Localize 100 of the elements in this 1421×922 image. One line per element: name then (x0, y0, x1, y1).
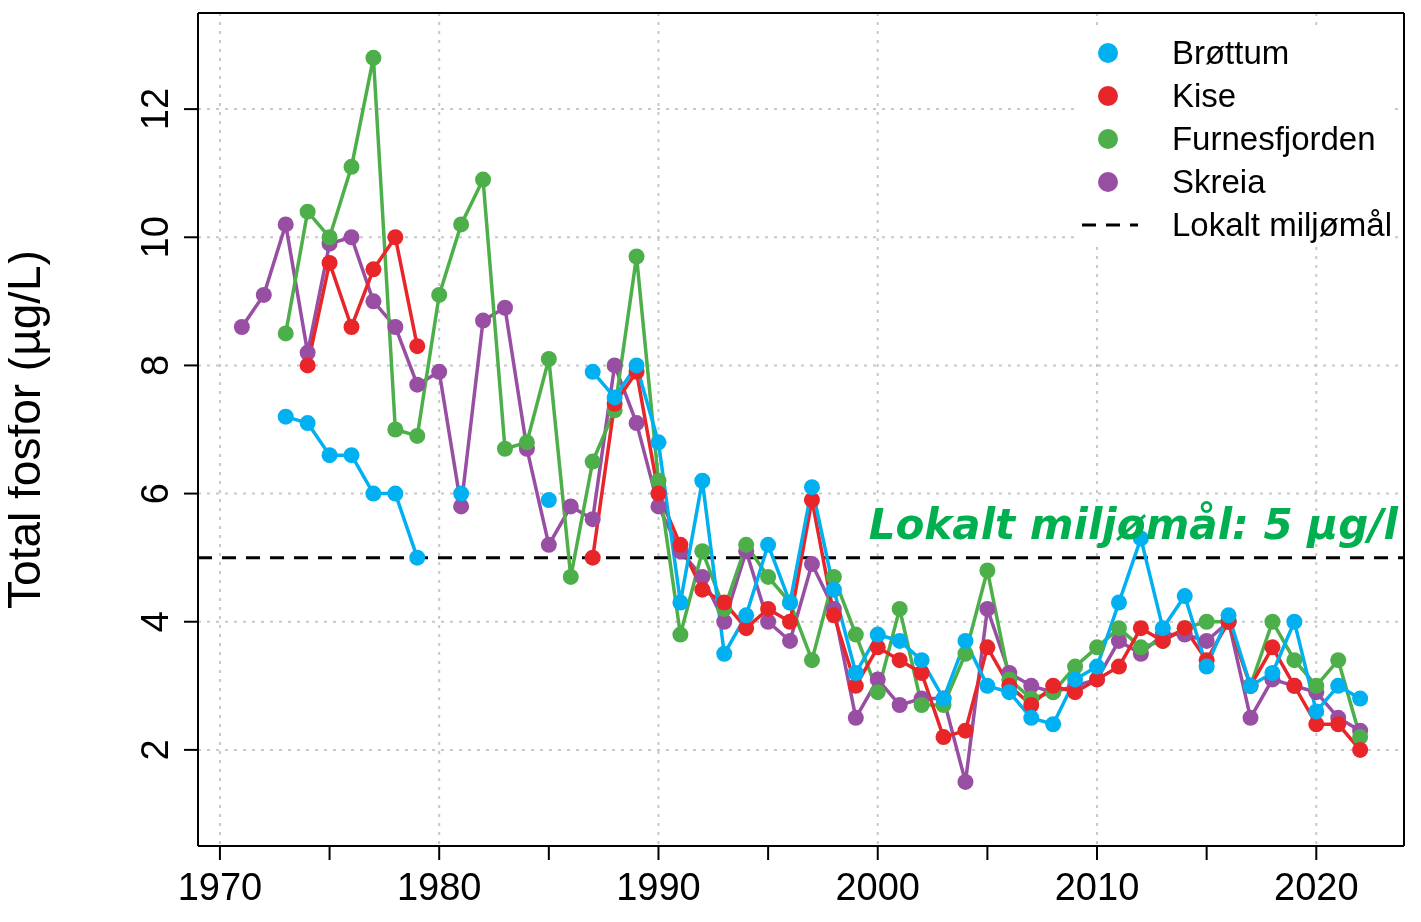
point (409, 376, 426, 393)
point (913, 652, 930, 669)
point (847, 626, 864, 643)
point (518, 434, 535, 451)
point (1198, 658, 1215, 675)
point (409, 338, 426, 355)
point (453, 485, 470, 502)
point (1264, 613, 1281, 630)
point (803, 652, 820, 669)
point (496, 440, 513, 457)
legend-label: Lokalt miljømål (1171, 205, 1392, 245)
point (891, 697, 908, 714)
point (1045, 716, 1062, 733)
point (869, 684, 886, 701)
point (957, 722, 974, 739)
y-tick-label: 2 (134, 739, 176, 761)
point (847, 664, 864, 681)
point (1352, 741, 1369, 758)
point (650, 434, 667, 451)
y-tick-label: 10 (134, 216, 176, 259)
point (803, 556, 820, 573)
legend-label: Skreia (1171, 162, 1266, 202)
point (1286, 613, 1303, 630)
point (738, 607, 755, 624)
point (431, 363, 448, 380)
annotation: Lokalt miljømål: 5 µg/l (868, 499, 1398, 549)
x-tick-label: 2020 (1274, 866, 1359, 908)
point (891, 632, 908, 649)
point (365, 485, 382, 502)
point (584, 363, 601, 380)
point (475, 312, 492, 329)
point (672, 626, 689, 643)
point (1110, 658, 1127, 675)
point (584, 453, 601, 470)
point (1110, 594, 1127, 611)
point (365, 261, 382, 278)
point (277, 408, 294, 425)
point (1330, 652, 1347, 669)
point (562, 568, 579, 585)
point (321, 447, 338, 464)
point (475, 171, 492, 188)
legend-label: Kise (1171, 76, 1237, 116)
x-tick-label: 2010 (1054, 866, 1140, 908)
point (606, 357, 623, 374)
point (891, 652, 908, 669)
point (979, 600, 996, 617)
point (650, 485, 667, 502)
x-tick-label: 1980 (396, 866, 482, 908)
point (760, 613, 777, 630)
point (1132, 639, 1149, 656)
point (825, 607, 842, 624)
point (869, 626, 886, 643)
point (431, 286, 448, 303)
point (584, 511, 601, 528)
point (562, 498, 579, 515)
point (760, 536, 777, 553)
point (255, 286, 272, 303)
point (343, 318, 360, 335)
point (343, 447, 360, 464)
x-tick-label: 1990 (616, 866, 701, 908)
point (738, 536, 755, 553)
point (277, 325, 294, 342)
y-tick-label: 4 (134, 611, 176, 633)
point (957, 632, 974, 649)
point (803, 479, 820, 496)
point (935, 729, 952, 746)
point (606, 389, 623, 406)
point (496, 299, 513, 316)
legend-label: Brøttum (1171, 33, 1290, 73)
point (628, 248, 645, 265)
point (913, 697, 930, 714)
point (1198, 613, 1215, 630)
point (453, 216, 470, 233)
point (628, 415, 645, 432)
y-tick-label: 12 (134, 87, 176, 131)
point (409, 549, 426, 566)
point (1089, 639, 1106, 656)
point (672, 536, 689, 553)
point (1132, 620, 1149, 637)
point (847, 709, 864, 726)
point (1001, 684, 1018, 701)
point (1330, 677, 1347, 694)
point (1198, 632, 1215, 649)
point (1308, 703, 1325, 720)
point (782, 613, 799, 630)
point (321, 229, 338, 246)
point (760, 600, 777, 617)
point (1264, 639, 1281, 656)
point (540, 536, 557, 553)
point (957, 773, 974, 790)
point (540, 351, 557, 368)
point (1220, 607, 1237, 624)
point (299, 357, 316, 374)
point (716, 594, 733, 611)
point (672, 594, 689, 611)
point (782, 632, 799, 649)
point (1352, 690, 1369, 707)
point (1110, 620, 1127, 637)
point (343, 158, 360, 175)
point (387, 229, 404, 246)
